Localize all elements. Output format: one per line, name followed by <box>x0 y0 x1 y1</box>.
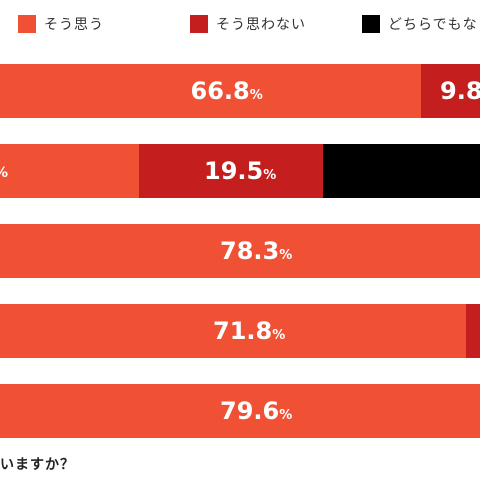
bar-segment-row4-agree <box>0 304 466 358</box>
data-label-row2-disagree: 19.5% <box>204 157 276 185</box>
data-label-row5-agree: 79.6% <box>220 397 292 425</box>
data-label-row1-disagree: 9.8 <box>440 77 480 105</box>
bar-segment-row2-neither <box>323 144 480 198</box>
data-label-row1-agree: 66.8% <box>191 77 263 105</box>
bar-segment-row4-disagree <box>466 304 480 358</box>
bar-segment-row1-agree <box>0 64 421 118</box>
bar-segment-row2-disagree <box>139 144 323 198</box>
legend-swatch-agree <box>18 15 36 33</box>
legend-item-agree: そう思う <box>18 14 104 34</box>
bar-segment-row1-disagree <box>421 64 480 118</box>
legend-item-neither: どちらでもな <box>362 14 478 34</box>
bar-segment-row2-agree <box>0 144 139 198</box>
legend-item-disagree: そう思わない <box>190 14 306 34</box>
data-label-row2-agree: % <box>0 165 8 181</box>
data-label-row4-agree: 71.8% <box>213 317 285 345</box>
bar-segment-row3-agree <box>0 224 480 278</box>
legend-label-disagree: そう思わない <box>216 17 306 33</box>
question-text: いますか？ <box>0 457 75 473</box>
legend-label-agree: そう思う <box>44 17 104 33</box>
data-label-row3-agree: 78.3% <box>220 237 292 265</box>
legend: そう思う そう思わない どちらでもな <box>0 0 480 50</box>
legend-swatch-neither <box>362 15 380 33</box>
legend-swatch-disagree <box>190 15 208 33</box>
legend-label-neither: どちらでもな <box>388 17 478 33</box>
bar-segment-row5-agree <box>0 384 480 438</box>
